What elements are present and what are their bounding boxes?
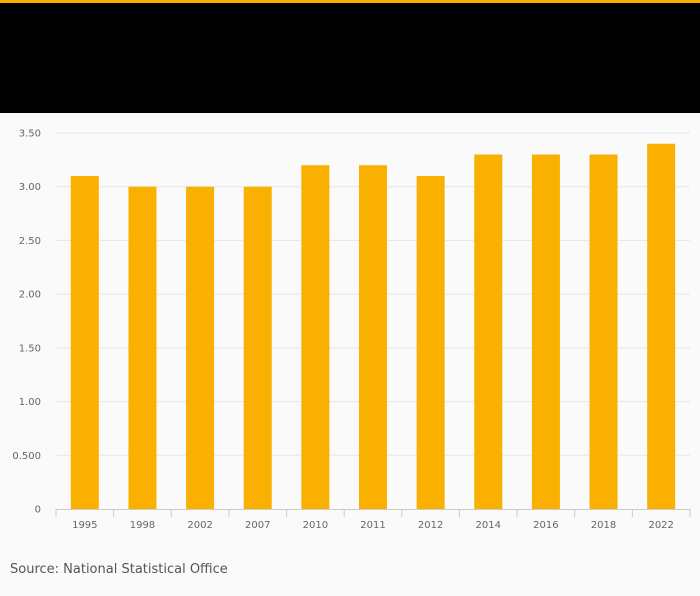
header-band [0,3,700,113]
x-tick-label: 2010 [303,520,328,531]
bar-2016 [531,154,560,509]
y-tick-label: 3.00 [19,182,41,193]
y-tick-label: 2.00 [19,290,41,301]
x-tick-label: 2012 [418,520,443,531]
bar-2002 [186,186,215,509]
x-tick-label: 2007 [245,520,270,531]
x-tick-label: 2018 [591,520,616,531]
x-tick-label: 2011 [360,520,385,531]
bar-2022 [647,143,676,509]
y-tick-label: 0.500 [12,451,41,462]
bar-chart: 0 0.500 1.00 1.50 2.00 2.50 3.00 3.50 1995 1998 2… [12,129,691,531]
bar-2011 [359,165,387,509]
top-accent-bar [0,0,700,3]
x-tick-label: 1998 [130,520,155,531]
y-tick-label: 1.50 [19,343,41,354]
gridlines [56,132,690,456]
x-tick-label: 2002 [187,520,212,531]
y-tick-label: 2.50 [19,236,41,247]
bar-1998 [128,186,157,509]
x-axis [55,509,691,517]
bars [70,143,676,509]
y-tick-label: 1.00 [19,397,41,408]
x-tick-label: 2022 [648,520,673,531]
y-axis-labels: 0 0.500 1.00 1.50 2.00 2.50 3.00 3.50 [12,129,41,516]
bar-2018 [589,154,618,509]
x-tick-label: 1995 [72,520,97,531]
x-axis-labels: 1995 1998 2002 2007 2010 2011 2012 2014 2016 2018… [72,520,674,531]
y-tick-label: 0 [35,505,41,516]
y-tick-label: 3.50 [19,129,41,140]
bar-2010 [301,165,330,509]
bar-1995 [70,175,99,509]
bar-2012 [416,175,445,509]
bar-2007 [243,186,272,509]
bar-2014 [474,154,503,509]
x-tick-label: 2016 [533,520,558,531]
source-note: Source: National Statistical Office [10,562,228,577]
x-tick-label: 2014 [476,520,501,531]
